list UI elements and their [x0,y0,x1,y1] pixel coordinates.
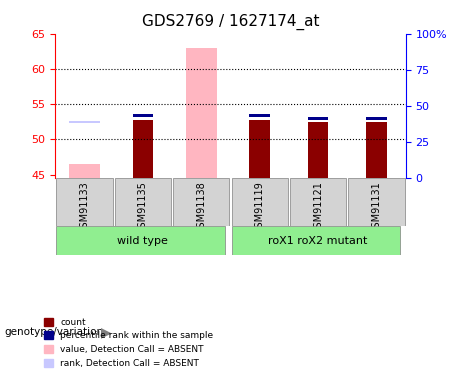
Bar [69,121,100,123]
Bar [133,120,153,178]
Bar [186,48,217,178]
Bar [308,117,328,120]
FancyBboxPatch shape [57,226,225,255]
Title: GDS2769 / 1627174_at: GDS2769 / 1627174_at [142,13,319,30]
Text: roX1 roX2 mutant: roX1 roX2 mutant [268,236,368,246]
Text: GSM91138: GSM91138 [196,182,207,234]
Bar [249,120,270,178]
FancyBboxPatch shape [57,178,112,226]
FancyBboxPatch shape [173,178,229,226]
Text: GSM91119: GSM91119 [254,182,265,234]
Bar [366,117,387,120]
Text: wild type: wild type [118,236,168,246]
FancyBboxPatch shape [232,226,400,255]
Text: GSM91135: GSM91135 [138,182,148,234]
Text: genotype/variation: genotype/variation [5,327,104,337]
Text: GSM91131: GSM91131 [372,182,382,234]
Bar [133,114,153,117]
FancyBboxPatch shape [290,178,346,226]
Text: ▶: ▶ [101,325,112,339]
Bar [69,164,100,178]
Text: GSM91133: GSM91133 [79,182,89,234]
Bar [308,122,328,178]
Bar [249,114,270,117]
FancyBboxPatch shape [232,178,288,226]
Bar [366,122,387,178]
Legend: count, percentile rank within the sample, value, Detection Call = ABSENT, rank, : count, percentile rank within the sample… [41,315,216,370]
FancyBboxPatch shape [349,178,404,226]
Text: GSM91121: GSM91121 [313,182,323,234]
FancyBboxPatch shape [115,178,171,226]
